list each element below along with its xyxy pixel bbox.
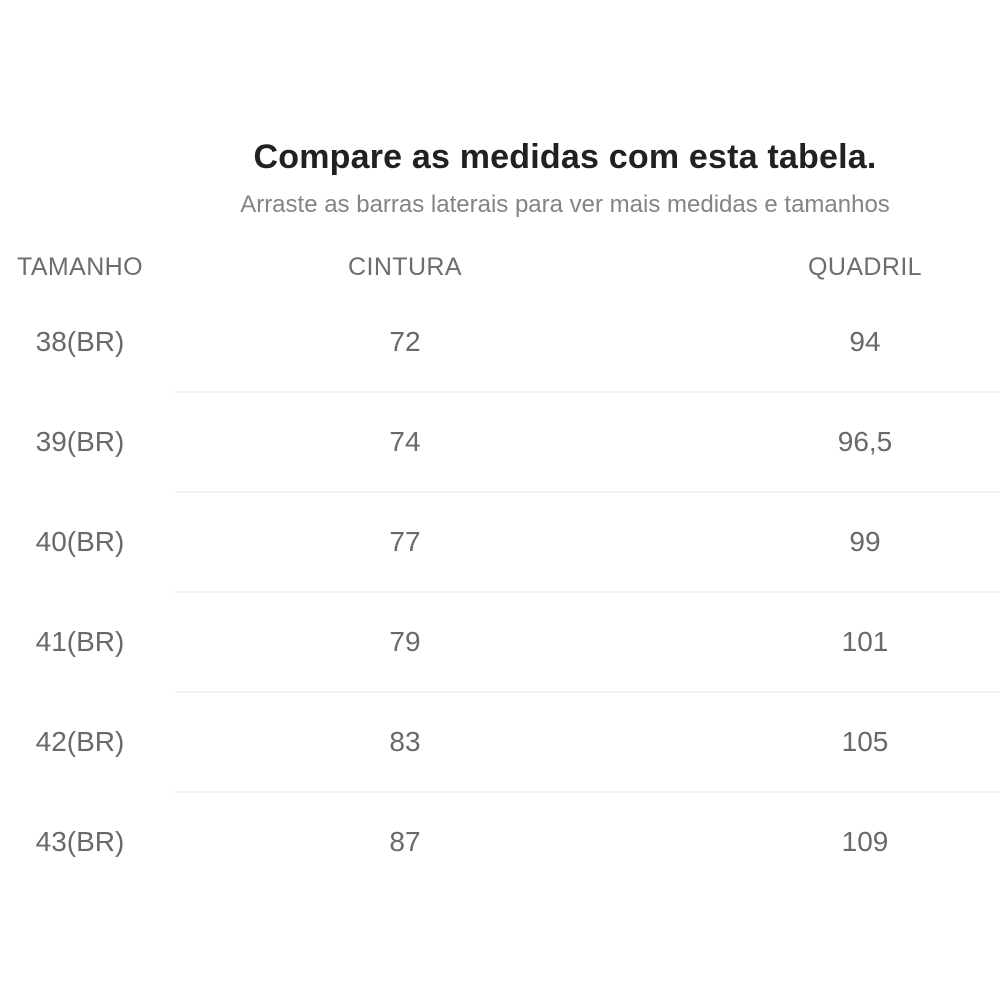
cell-cintura: 72: [389, 326, 421, 357]
cell-tamanho: 42(BR): [35, 726, 125, 757]
row-divider: [175, 491, 1000, 493]
table-header-row: TAMANHO CINTURA QUADRIL: [0, 242, 1000, 292]
page-title: Compare as medidas com esta tabela.: [253, 138, 877, 176]
size-table[interactable]: TAMANHO CINTURA QUADRIL 38(BR) 72 94 39(…: [0, 242, 1000, 892]
cell-cintura: 87: [389, 826, 421, 857]
cell-cintura: 77: [389, 526, 421, 557]
column-header-quadril: QUADRIL: [808, 252, 922, 281]
table-row: 42(BR) 83 105: [0, 691, 1000, 792]
cell-tamanho: 38(BR): [35, 326, 125, 357]
cell-quadril: 96,5: [837, 426, 893, 457]
cell-tamanho: 41(BR): [35, 626, 125, 657]
cell-quadril: 94: [849, 326, 881, 357]
cell-quadril: 101: [841, 626, 889, 657]
table-row: 40(BR) 77 99: [0, 491, 1000, 592]
cell-cintura: 83: [389, 726, 421, 757]
cell-cintura: 74: [389, 426, 421, 457]
table-row: 38(BR) 72 94: [0, 292, 1000, 392]
row-divider: [175, 791, 1000, 793]
cell-tamanho: 43(BR): [35, 826, 125, 857]
cell-quadril: 105: [841, 726, 889, 757]
drag-hint-subtitle: Arraste as barras laterais para ver mais…: [240, 191, 890, 218]
cell-quadril: 109: [841, 826, 889, 857]
cell-tamanho: 40(BR): [35, 526, 125, 557]
table-row: 41(BR) 79 101: [0, 591, 1000, 692]
row-divider: [175, 391, 1000, 393]
column-header-cintura: CINTURA: [348, 252, 462, 281]
row-divider: [175, 691, 1000, 693]
size-guide-widget: Compare as medidas com esta tabela. Arra…: [0, 138, 1000, 892]
cell-quadril: 99: [849, 526, 881, 557]
table-row: 39(BR) 74 96,5: [0, 391, 1000, 492]
cell-cintura: 79: [389, 626, 421, 657]
row-divider: [175, 591, 1000, 593]
cell-tamanho: 39(BR): [35, 426, 125, 457]
column-header-tamanho: TAMANHO: [17, 252, 143, 281]
table-row: 43(BR) 87 109: [0, 791, 1000, 892]
